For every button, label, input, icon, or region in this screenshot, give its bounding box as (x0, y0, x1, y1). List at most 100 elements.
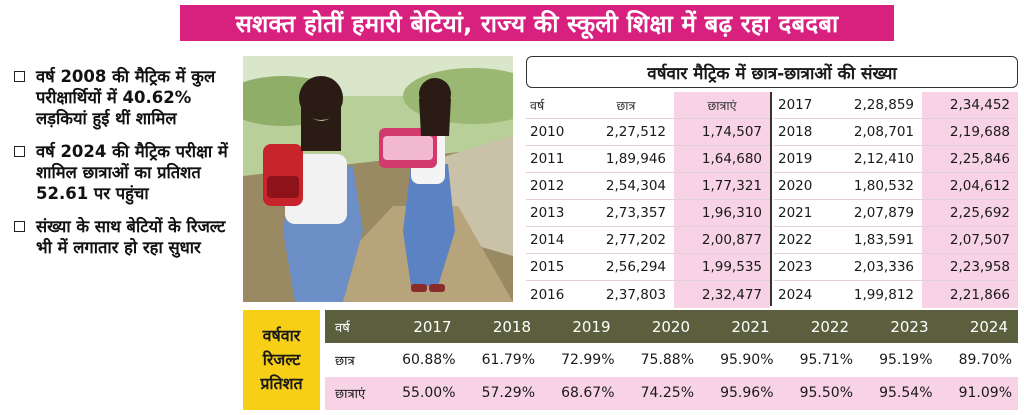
table-row: 2021 2,07,879 2,25,692 (774, 200, 1018, 227)
cell-girls: 1,64,680 (674, 146, 770, 172)
cell-year: 2020 (778, 178, 813, 194)
cell-boys: 2,77,202 (605, 232, 666, 248)
cell-boys: 2,28,859 (853, 97, 914, 113)
table-row: 2010 2,27,512 1,74,507 (526, 119, 770, 146)
result-girls-cell: 95.50% (799, 385, 853, 402)
cell-year: 2010 (530, 124, 565, 140)
result-girls-cell: 95.54% (879, 385, 933, 402)
cell-girls: 2,25,846 (922, 146, 1018, 172)
cell-year: 2018 (778, 124, 813, 140)
bullet-list: वर्ष 2008 की मैट्रिक में कुल परीक्षार्थि… (14, 66, 232, 270)
cell-year: 2014 (530, 232, 565, 248)
cell-year: 2023 (778, 259, 813, 275)
result-boys-cell: 89.70% (958, 351, 1012, 368)
enrolment-table-title: वर्षवार मैट्रिक में छात्र-छात्राओं की सं… (526, 56, 1018, 88)
header-girls: छात्राएं (674, 92, 770, 118)
result-year-cell: 2023 (890, 317, 929, 336)
cell-girls: 1,96,310 (674, 200, 770, 226)
cell-girls: 1,99,535 (674, 254, 770, 280)
cell-year: 2012 (530, 178, 565, 194)
enrolment-table-left: वर्ष छात्र छात्राएं 2010 2,27,512 1,74,507… (526, 92, 770, 308)
cell-year: 2021 (778, 205, 813, 221)
checkbox-bullet-icon (14, 221, 25, 232)
result-girls-cell: 68.67% (561, 385, 615, 402)
cell-boys: 2,12,410 (853, 151, 914, 167)
result-header-row: वर्ष 2017 2018 2019 2020 2021 2022 2023 … (325, 310, 1018, 344)
headline: सशक्त होतीं हमारी बेटियां, राज्य की स्कू… (180, 5, 894, 41)
cell-girls: 2,23,958 (922, 254, 1018, 280)
result-year-cell: 2021 (731, 317, 770, 336)
cell-boys: 2,03,336 (853, 259, 914, 275)
enrolment-table-right: 2017 2,28,859 2,34,452 2018 2,08,701 2,19,68… (774, 92, 1018, 308)
table-row: 2022 1,83,591 2,07,507 (774, 227, 1018, 254)
cell-girls: 2,34,452 (922, 92, 1018, 118)
bullet-item: संख्या के साथ बेटियों के रिजल्ट भी में ल… (14, 216, 232, 258)
cell-year: 2017 (778, 97, 813, 113)
bullet-item: वर्ष 2024 की मैट्रिक परीक्षा में शामिल छ… (14, 141, 232, 204)
result-boys-row: छात्र 60.88% 61.79% 72.99% 75.88% 95.90%… (325, 343, 1018, 377)
table-row: 2016 2,37,803 2,32,477 (526, 281, 770, 308)
checkbox-bullet-icon (14, 71, 25, 82)
cell-girls: 2,32,477 (674, 281, 770, 308)
table-row: 2014 2,77,202 2,00,877 (526, 227, 770, 254)
table-row: 2015 2,56,294 1,99,535 (526, 254, 770, 281)
cell-girls: 2,21,866 (922, 281, 1018, 308)
cell-year: 2022 (778, 232, 813, 248)
table-row: 2023 2,03,336 2,23,958 (774, 254, 1018, 281)
result-year-cell: 2020 (651, 317, 690, 336)
result-boys-cell: 95.90% (720, 351, 774, 368)
cell-girls: 2,04,612 (922, 173, 1018, 199)
cell-boys: 2,56,294 (605, 259, 666, 275)
table-row: 2019 2,12,410 2,25,846 (774, 146, 1018, 173)
cell-year: 2024 (778, 286, 813, 303)
cell-boys: 1,80,532 (853, 178, 914, 194)
cell-boys: 1,83,591 (853, 232, 914, 248)
cell-girls: 2,25,692 (922, 200, 1018, 226)
table-row: 2012 2,54,304 1,77,321 (526, 173, 770, 200)
result-boys-cell: 72.99% (561, 351, 615, 368)
cell-year: 2019 (778, 151, 813, 167)
result-year-cell: 2017 (413, 317, 452, 336)
result-boys-cell: 61.79% (481, 351, 535, 368)
result-boys-label: छात्र (335, 353, 355, 369)
result-boys-cell: 95.71% (799, 351, 853, 368)
result-girls-cell: 95.96% (720, 385, 774, 402)
cell-boys: 2,08,701 (853, 124, 914, 140)
result-girls-cell: 57.29% (481, 385, 535, 402)
table-divider (770, 92, 772, 306)
cell-boys: 2,07,879 (853, 205, 914, 221)
cell-boys: 2,37,803 (605, 286, 666, 303)
bullet-item: वर्ष 2008 की मैट्रिक में कुल परीक्षार्थि… (14, 66, 232, 129)
result-year-cell: 2018 (492, 317, 531, 336)
result-girls-label: छात्राएं (335, 387, 366, 403)
cell-boys: 2,73,357 (605, 205, 666, 221)
cell-boys: 2,54,304 (605, 178, 666, 194)
table-row: 2018 2,08,701 2,19,688 (774, 119, 1018, 146)
result-year-cell: 2024 (969, 317, 1008, 336)
table-row: 2017 2,28,859 2,34,452 (774, 92, 1018, 119)
result-girls-cell: 74.25% (640, 385, 694, 402)
result-girls-cell: 55.00% (402, 385, 456, 402)
result-year-cell: 2022 (810, 317, 849, 336)
result-table-label: वर्षवार रिजल्ट प्रतिशत (243, 310, 320, 410)
bullet-text: वर्ष 2024 की मैट्रिक परीक्षा में शामिल छ… (36, 142, 228, 203)
header-boys: छात्र (616, 97, 636, 113)
result-boys-cell: 60.88% (402, 351, 456, 368)
result-label-line: रिजल्ट (262, 350, 301, 369)
result-table: वर्षवार रिजल्ट प्रतिशत वर्ष 2017 2018 20… (243, 310, 1018, 410)
result-boys-cell: 95.19% (879, 351, 933, 368)
bullet-text: संख्या के साथ बेटियों के रिजल्ट भी में ल… (36, 217, 226, 257)
cell-girls: 2,19,688 (922, 119, 1018, 145)
bullet-text: वर्ष 2008 की मैट्रिक में कुल परीक्षार्थि… (36, 67, 216, 128)
cell-year: 2016 (530, 286, 565, 303)
cell-year: 2013 (530, 205, 565, 221)
cell-girls: 2,07,507 (922, 227, 1018, 253)
cell-girls: 2,00,877 (674, 227, 770, 253)
cell-boys: 2,27,512 (605, 124, 666, 140)
table-row: 2013 2,73,357 1,96,310 (526, 200, 770, 227)
table-row: 2024 1,99,812 2,21,866 (774, 281, 1018, 308)
schoolgirls-photo (243, 56, 513, 302)
header-year: वर्ष (530, 97, 545, 113)
checkbox-bullet-icon (14, 146, 25, 157)
result-header-year: वर्ष (335, 320, 350, 336)
